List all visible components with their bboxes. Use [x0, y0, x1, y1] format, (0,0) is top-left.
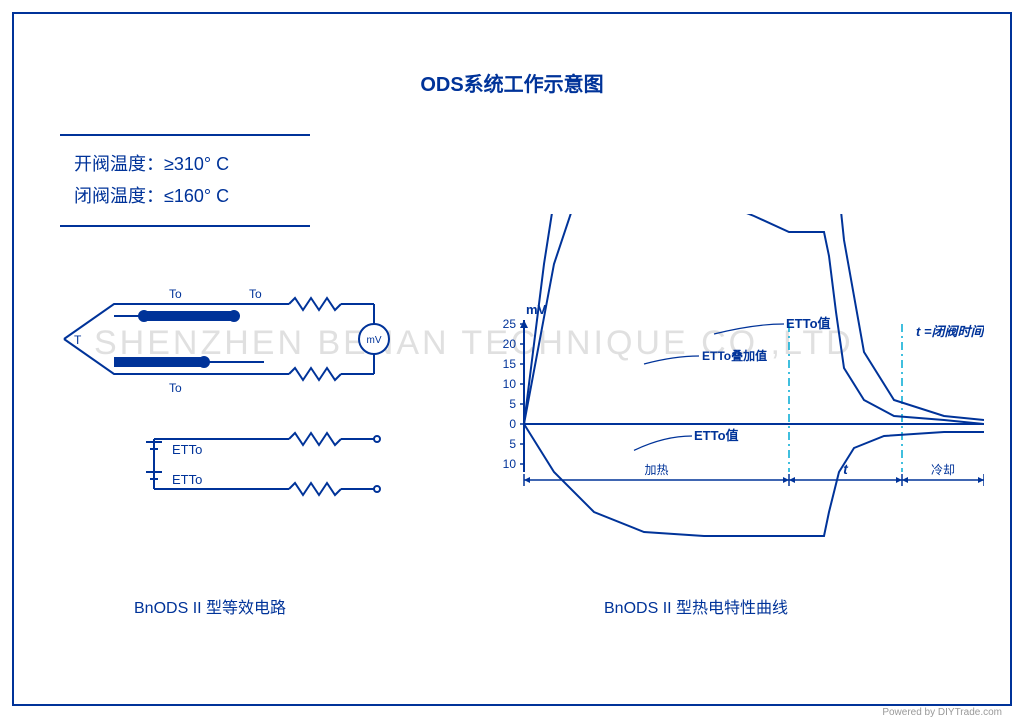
diagram-frame: ODS系统工作示意图 开阀温度：≥310° C 闭阀温度：≤160° C SHE…	[12, 12, 1012, 706]
svg-text:ETTo值: ETTo值	[694, 428, 739, 443]
spec-line-1: 开阀温度：≥310° C	[74, 148, 300, 180]
thermo-curve-chart: mV0510152025510ETTo值ETTo叠加值ETTo值t =闭阀时间加…	[484, 214, 984, 544]
svg-text:10: 10	[503, 377, 517, 391]
svg-text:20: 20	[503, 337, 517, 351]
svg-text:5: 5	[509, 437, 516, 451]
svg-text:0: 0	[509, 417, 516, 431]
caption-right: BnODS II 型热电特性曲线	[604, 594, 788, 618]
svg-text:加热: 加热	[644, 463, 668, 477]
svg-text:To: To	[169, 381, 182, 395]
spec-box: 开阀温度：≥310° C 闭阀温度：≤160° C	[60, 134, 310, 227]
svg-text:冷却: 冷却	[931, 463, 955, 477]
svg-text:ETTo值: ETTo值	[786, 316, 831, 331]
svg-text:ETTo: ETTo	[172, 472, 202, 487]
caption-left: BnODS II 型等效电路	[134, 594, 286, 618]
svg-text:ETTo叠加值: ETTo叠加值	[702, 348, 767, 363]
spec-line-2: 闭阀温度：≤160° C	[74, 180, 300, 212]
diagram-title: ODS系统工作示意图	[420, 68, 603, 97]
footer-note: Powered by DIYTrade.com	[882, 707, 1002, 718]
svg-text:t: t	[843, 461, 849, 477]
meter-label: mV	[367, 335, 382, 346]
circuit-diagram: mV T To To To	[54, 284, 434, 544]
svg-text:To: To	[169, 287, 182, 301]
svg-text:ETTo: ETTo	[172, 442, 202, 457]
svg-text:5: 5	[509, 397, 516, 411]
svg-text:T: T	[74, 333, 82, 347]
svg-text:25: 25	[503, 317, 517, 331]
svg-text:10: 10	[503, 457, 517, 471]
svg-text:15: 15	[503, 357, 517, 371]
svg-text:To: To	[249, 287, 262, 301]
svg-text:t =闭阀时间: t =闭阀时间	[916, 324, 984, 339]
